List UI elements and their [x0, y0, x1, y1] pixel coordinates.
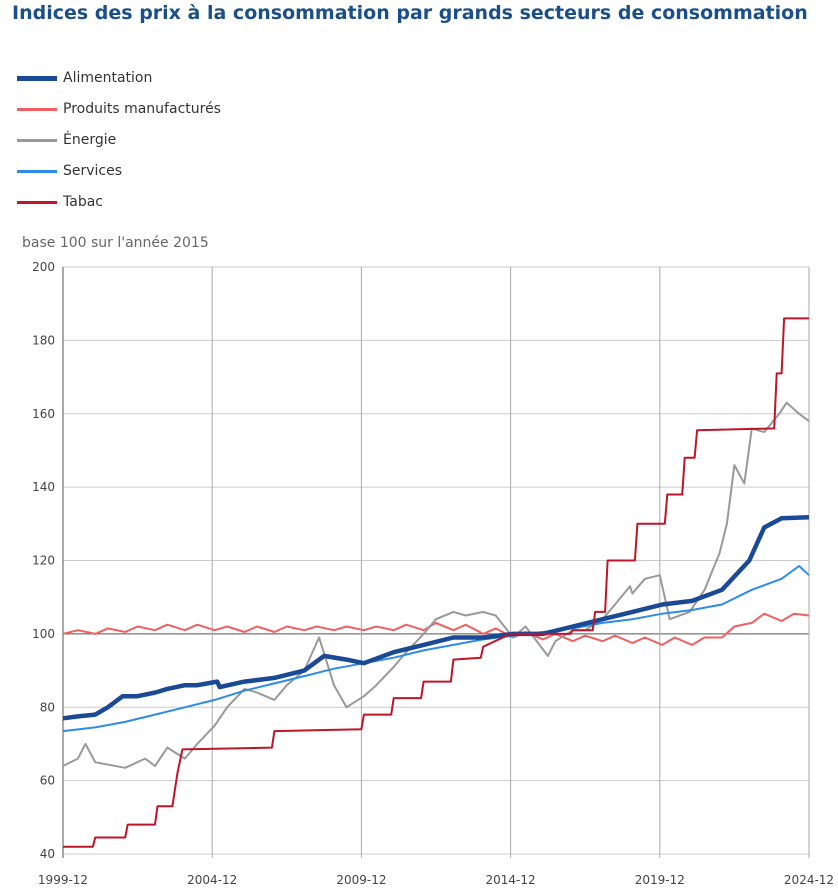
legend-label: Tabac — [63, 194, 103, 210]
y-tick-label: 40 — [40, 847, 55, 861]
legend-item[interactable]: Alimentation — [17, 68, 152, 88]
x-tick-label: 1999-12 — [38, 873, 88, 887]
x-tick-label: 2024-12 — [784, 873, 834, 887]
chart-title: Indices des prix à la consommation par g… — [12, 2, 808, 24]
legend-swatch — [17, 138, 57, 142]
legend-swatch — [17, 200, 57, 204]
legend-item[interactable]: Tabac — [17, 192, 103, 212]
legend-swatch — [17, 75, 57, 81]
series-line-tabac — [63, 317, 809, 848]
x-tick-label: 2014-12 — [486, 873, 536, 887]
series-line--nergie — [62, 401, 810, 769]
series-line-alimentation — [62, 514, 810, 721]
series-line-produits-manufactur-s — [62, 612, 810, 646]
y-tick-label: 180 — [32, 333, 55, 347]
legend-item[interactable]: Produits manufacturés — [17, 99, 221, 119]
legend-label: Énergie — [63, 132, 117, 148]
legend-swatch — [17, 169, 57, 173]
legend-item[interactable]: Énergie — [17, 130, 116, 150]
y-tick-label: 60 — [40, 774, 55, 788]
legend-swatch — [17, 107, 57, 111]
legend-label: Services — [63, 163, 123, 179]
y-axis-label: base 100 sur l'année 2015 — [22, 235, 209, 251]
y-tick-label: 80 — [40, 700, 55, 714]
legend-label: Produits manufacturés — [63, 101, 221, 117]
y-tick-label: 100 — [32, 627, 55, 641]
y-tick-label: 200 — [32, 260, 55, 274]
x-tick-label: 2019-12 — [635, 873, 685, 887]
y-tick-label: 160 — [32, 407, 55, 421]
y-tick-label: 140 — [32, 480, 55, 494]
y-tick-label: 120 — [32, 554, 55, 568]
x-tick-label: 2004-12 — [187, 873, 237, 887]
legend-item[interactable]: Services — [17, 161, 122, 181]
legend-label: Alimentation — [63, 70, 153, 86]
x-tick-label: 2009-12 — [336, 873, 386, 887]
series-line-services — [62, 565, 810, 733]
